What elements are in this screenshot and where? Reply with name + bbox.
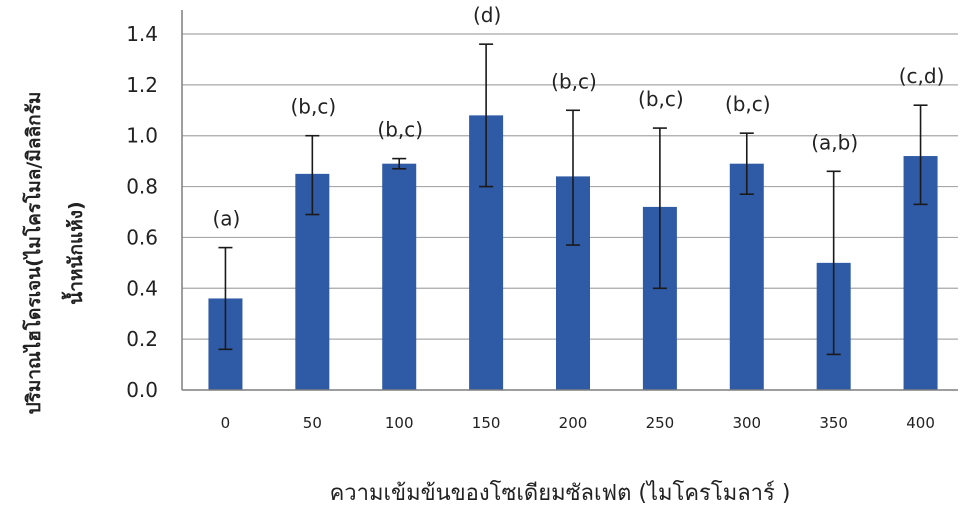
significance-letter: (b,c) — [638, 87, 684, 111]
significance-letter: (b,c) — [551, 69, 597, 93]
y-tick-label: 1.0 — [126, 124, 158, 148]
significance-letter: (d) — [473, 3, 501, 27]
y-tick-label: 0.6 — [126, 225, 158, 249]
y-tick-labels: 0.0 0.2 0.4 0.6 0.8 1.0 1.2 1.4 — [126, 22, 158, 402]
y-tick-label: 0.0 — [126, 378, 158, 402]
y-tick-label: 0.8 — [126, 175, 158, 199]
x-tick-label: 0 — [221, 414, 231, 432]
y-tick-label: 0.2 — [126, 327, 158, 351]
bar — [729, 163, 764, 390]
x-tick-label: 150 — [472, 414, 501, 432]
x-tick-label: 300 — [732, 414, 761, 432]
significance-letter: (b,c) — [377, 118, 423, 142]
x-tick-label: 200 — [559, 414, 588, 432]
significance-letter: (a,b) — [811, 130, 858, 154]
significance-letter: (c,d) — [899, 64, 945, 88]
x-tick-labels: 0 50 100 150 200 250 300 350 400 — [221, 414, 935, 432]
x-tick-label: 50 — [303, 414, 322, 432]
bar — [382, 163, 417, 390]
y-tick-label: 0.4 — [126, 276, 158, 300]
x-tick-label: 350 — [819, 414, 848, 432]
y-axis-title-line-1: ปริมาณไฮโดรเจน(ไมโครโมล/มิลลิกรัม — [22, 92, 45, 415]
significance-letter: (b,c) — [725, 92, 771, 116]
x-tick-label: 100 — [385, 414, 414, 432]
significance-letter: (b,c) — [291, 95, 337, 119]
y-axis-title-line-2: น้ำหนักแห้ง) — [61, 201, 87, 304]
y-tick-label: 1.4 — [126, 22, 158, 46]
axes — [181, 10, 958, 391]
significance-letter: (a) — [213, 207, 241, 231]
x-tick-label: 250 — [646, 414, 675, 432]
error-bars — [218, 43, 928, 356]
x-tick-label: 400 — [906, 414, 935, 432]
y-tick-label: 1.2 — [126, 73, 158, 97]
x-axis-title: ความเข้มข้นของโซเดียมซัลเฟต (ไมโครโมลาร์… — [330, 480, 791, 506]
significance-letters: (a) (b,c) (b,c) (d) (b,c) (b,c) (b,c) (a,b) (c,d… — [213, 3, 945, 230]
